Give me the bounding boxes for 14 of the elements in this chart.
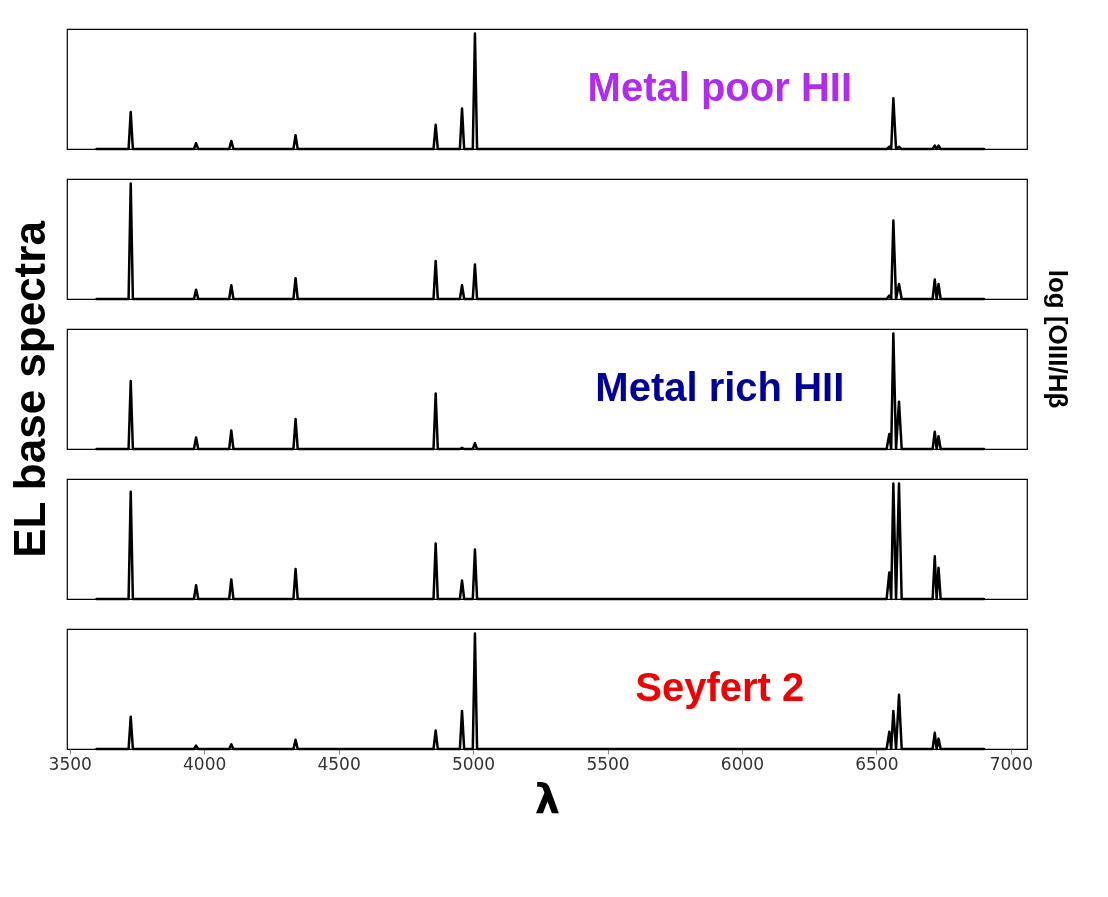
- annotation: Metal rich HII: [595, 365, 845, 409]
- x-tick-label: 7000: [989, 753, 1033, 774]
- x-tick-label: 4500: [317, 753, 361, 774]
- x-tick-label: 3500: [48, 753, 92, 774]
- x-axis-title: λ: [534, 775, 561, 822]
- text: log [OIII/Hβ: [1043, 269, 1073, 409]
- annotation: Seyfert 2: [635, 665, 805, 709]
- x-tick-label: 5000: [451, 753, 496, 774]
- annotation: Metal poor HII: [587, 65, 853, 109]
- x-tick-label: 6500: [855, 753, 899, 774]
- x-tick-label: 4000: [183, 753, 227, 774]
- x-tick-label: 6000: [720, 753, 765, 774]
- x-tick-label: 5500: [586, 753, 630, 774]
- y-axis-title: EL base spectra: [4, 220, 54, 558]
